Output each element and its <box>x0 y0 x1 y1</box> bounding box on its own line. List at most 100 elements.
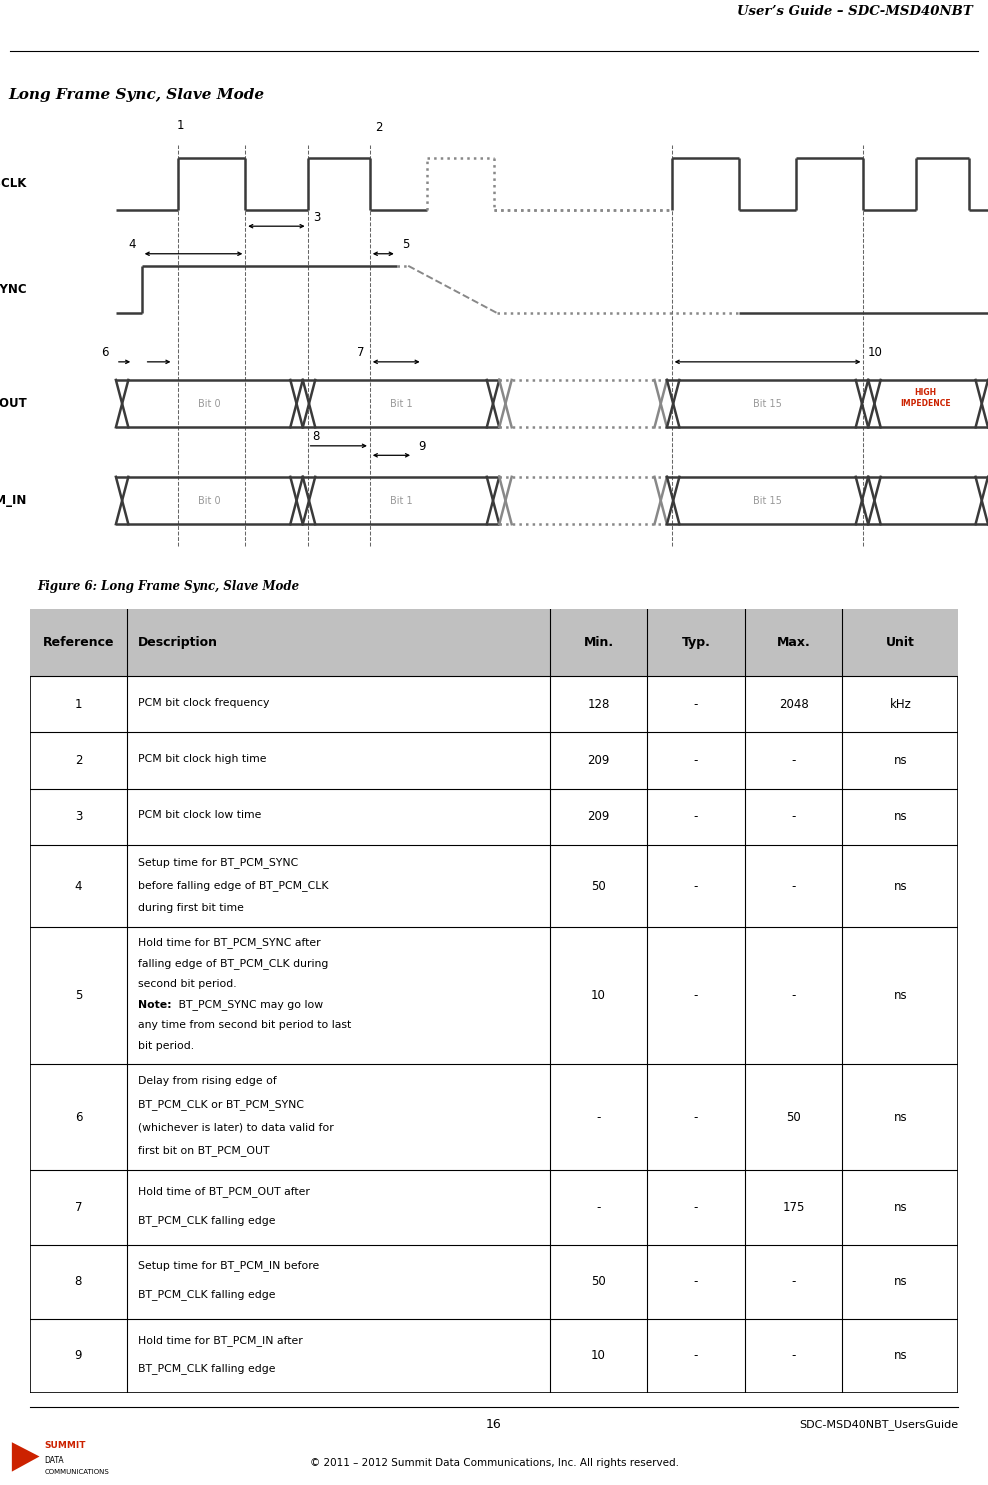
Text: ns: ns <box>893 1276 907 1287</box>
Text: kHz: kHz <box>889 698 911 711</box>
Text: Unit: Unit <box>886 636 915 649</box>
Text: Reference: Reference <box>42 636 115 649</box>
Text: DATA: DATA <box>44 1455 64 1464</box>
Text: ns: ns <box>893 1111 907 1124</box>
Text: 10: 10 <box>591 1350 606 1362</box>
Text: -: - <box>694 879 699 892</box>
Text: -: - <box>597 1201 601 1215</box>
Text: 16: 16 <box>486 1418 502 1432</box>
Text: 50: 50 <box>591 879 606 892</box>
Text: 3: 3 <box>313 211 321 224</box>
Text: -: - <box>694 811 699 824</box>
Text: -: - <box>694 989 699 1002</box>
Text: Bit 15: Bit 15 <box>753 496 782 505</box>
Text: -: - <box>791 1276 795 1287</box>
Text: HIGH
IMPEDENCE: HIGH IMPEDENCE <box>900 388 951 408</box>
Text: (whichever is later) to data valid for: (whichever is later) to data valid for <box>138 1123 334 1133</box>
Text: ns: ns <box>893 1201 907 1215</box>
Text: 50: 50 <box>786 1111 801 1124</box>
Text: -: - <box>597 1111 601 1124</box>
Text: 6: 6 <box>101 346 109 359</box>
Text: 8: 8 <box>312 431 320 443</box>
Text: 6: 6 <box>75 1111 82 1124</box>
Text: PCM_IN: PCM_IN <box>0 495 28 506</box>
Text: 128: 128 <box>587 698 610 711</box>
Text: 2: 2 <box>75 754 82 768</box>
Text: -: - <box>694 1276 699 1287</box>
Text: 175: 175 <box>782 1201 804 1215</box>
Text: BT_PCM_SYNC may go low: BT_PCM_SYNC may go low <box>176 999 324 1010</box>
Text: Bit 0: Bit 0 <box>198 496 220 505</box>
Text: 5: 5 <box>402 238 410 251</box>
Text: Bit 1: Bit 1 <box>389 496 412 505</box>
Text: -: - <box>694 754 699 768</box>
Text: ns: ns <box>893 1350 907 1362</box>
Text: 8: 8 <box>75 1276 82 1287</box>
Text: bit period.: bit period. <box>138 1041 195 1051</box>
Text: -: - <box>694 1111 699 1124</box>
Text: Bit 0: Bit 0 <box>198 398 220 408</box>
Text: BT_PCM_CLK falling edge: BT_PCM_CLK falling edge <box>138 1215 276 1225</box>
Text: ns: ns <box>893 754 907 768</box>
Text: 3: 3 <box>75 811 82 824</box>
Text: second bit period.: second bit period. <box>138 979 237 989</box>
Text: falling edge of BT_PCM_CLK during: falling edge of BT_PCM_CLK during <box>138 958 329 968</box>
Text: 10: 10 <box>867 346 882 359</box>
Text: PCM_SYNC: PCM_SYNC <box>0 284 28 296</box>
Text: Typ.: Typ. <box>682 636 710 649</box>
Text: PCM bit clock frequency: PCM bit clock frequency <box>138 698 270 707</box>
Text: COMMUNICATIONS: COMMUNICATIONS <box>44 1469 110 1475</box>
Text: 209: 209 <box>587 811 610 824</box>
Text: Hold time for BT_PCM_SYNC after: Hold time for BT_PCM_SYNC after <box>138 937 321 949</box>
Text: 10: 10 <box>591 989 606 1002</box>
Text: 9: 9 <box>75 1350 82 1362</box>
Text: 7: 7 <box>75 1201 82 1215</box>
Text: 4: 4 <box>128 238 136 251</box>
Text: Hold time of BT_PCM_OUT after: Hold time of BT_PCM_OUT after <box>138 1187 310 1197</box>
Text: 209: 209 <box>587 754 610 768</box>
Text: Setup time for BT_PCM_SYNC: Setup time for BT_PCM_SYNC <box>138 857 298 867</box>
Text: PCM_BCLK: PCM_BCLK <box>0 178 28 190</box>
Text: Setup time for BT_PCM_IN before: Setup time for BT_PCM_IN before <box>138 1261 319 1271</box>
Text: 9: 9 <box>418 440 425 453</box>
Text: Max.: Max. <box>777 636 810 649</box>
Text: 4: 4 <box>75 879 82 892</box>
Text: -: - <box>694 1201 699 1215</box>
Text: SUMMIT: SUMMIT <box>44 1442 86 1451</box>
Text: Delay from rising edge of: Delay from rising edge of <box>138 1077 277 1086</box>
Bar <box>30 609 958 676</box>
Polygon shape <box>12 1442 40 1472</box>
Text: -: - <box>791 754 795 768</box>
Text: -: - <box>694 1350 699 1362</box>
Text: ns: ns <box>893 879 907 892</box>
Text: before falling edge of BT_PCM_CLK: before falling edge of BT_PCM_CLK <box>138 879 329 891</box>
Text: BT_PCM_CLK falling edge: BT_PCM_CLK falling edge <box>138 1289 276 1299</box>
Text: first bit on BT_PCM_OUT: first bit on BT_PCM_OUT <box>138 1145 270 1157</box>
Text: Long Frame Sync, Slave Mode: Long Frame Sync, Slave Mode <box>8 88 264 102</box>
Text: -: - <box>791 989 795 1002</box>
Text: Bit 1: Bit 1 <box>389 398 412 408</box>
Text: during first bit time: during first bit time <box>138 903 244 913</box>
Text: BT_PCM_CLK or BT_PCM_SYNC: BT_PCM_CLK or BT_PCM_SYNC <box>138 1099 304 1109</box>
Text: PCM bit clock high time: PCM bit clock high time <box>138 754 267 763</box>
Text: PCM_OUT: PCM_OUT <box>0 396 28 410</box>
Text: -: - <box>694 698 699 711</box>
Text: Note:: Note: <box>138 999 172 1010</box>
Text: ns: ns <box>893 811 907 824</box>
Text: -: - <box>791 811 795 824</box>
Text: 2048: 2048 <box>779 698 808 711</box>
Text: 5: 5 <box>75 989 82 1002</box>
Text: BT_PCM_CLK falling edge: BT_PCM_CLK falling edge <box>138 1363 276 1374</box>
Text: PCM bit clock low time: PCM bit clock low time <box>138 811 262 820</box>
Text: 1: 1 <box>177 119 185 132</box>
Text: any time from second bit period to last: any time from second bit period to last <box>138 1020 352 1031</box>
Text: Min.: Min. <box>584 636 614 649</box>
Text: -: - <box>791 879 795 892</box>
Text: 50: 50 <box>591 1276 606 1287</box>
Text: SDC-MSD40NBT_UsersGuide: SDC-MSD40NBT_UsersGuide <box>799 1420 958 1430</box>
Text: 7: 7 <box>357 346 365 359</box>
Text: 2: 2 <box>375 120 383 134</box>
Text: -: - <box>791 1350 795 1362</box>
Text: ns: ns <box>893 989 907 1002</box>
Text: Bit 15: Bit 15 <box>753 398 782 408</box>
